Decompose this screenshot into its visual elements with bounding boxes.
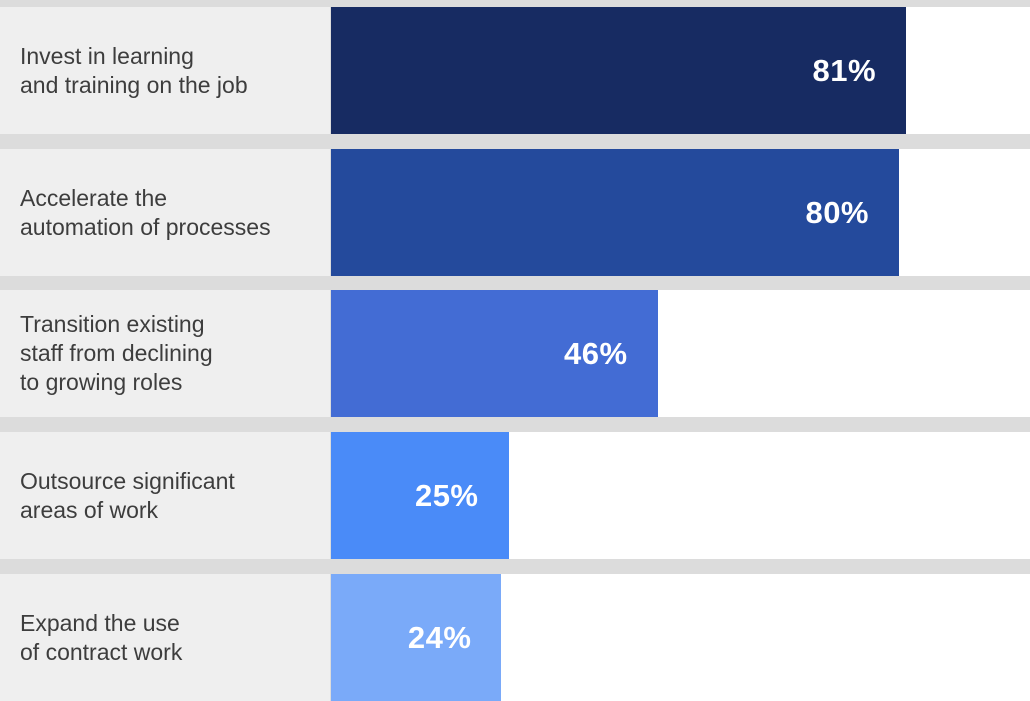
category-label-cell: Invest in learning and training on the j…: [0, 7, 330, 134]
bar-track: 46%: [331, 290, 1030, 417]
bar: 80%: [331, 149, 899, 276]
bar-value-label: 80%: [805, 194, 869, 230]
bar-track: 80%: [331, 149, 1030, 276]
bar-value-label: 24%: [407, 619, 472, 655]
category-label: Transition existing staff from declining…: [20, 311, 213, 395]
category-label-cell: Outsource significant areas of work: [0, 432, 330, 559]
bar: 25%: [331, 432, 509, 559]
bar-row: Transition existing staff from declining…: [0, 290, 1030, 417]
bar-track: 24%: [331, 574, 1030, 701]
category-label: Expand the use of contract work: [20, 609, 183, 665]
bar-value-label: 46%: [564, 335, 628, 371]
category-label: Invest in learning and training on the j…: [20, 42, 248, 98]
category-label-cell: Accelerate the automation of processes: [0, 149, 330, 276]
bar-value-label: 81%: [812, 52, 877, 88]
category-label: Accelerate the automation of processes: [20, 184, 271, 240]
bar-row: Invest in learning and training on the j…: [0, 7, 1030, 134]
bar-track: 25%: [331, 432, 1030, 559]
bar: 81%: [331, 7, 907, 134]
bar-row: Outsource significant areas of work 25%: [0, 432, 1030, 559]
category-label-cell: Expand the use of contract work: [0, 574, 330, 701]
bar-row: Expand the use of contract work 24%: [0, 574, 1030, 701]
category-label-cell: Transition existing staff from declining…: [0, 290, 330, 417]
bar-track: 81%: [331, 7, 1030, 134]
bar-row: Accelerate the automation of processes 80…: [0, 149, 1030, 276]
bar: 24%: [331, 574, 502, 701]
bar: 46%: [331, 290, 658, 417]
category-label: Outsource significant areas of work: [20, 467, 235, 523]
bar-value-label: 25%: [414, 477, 479, 513]
